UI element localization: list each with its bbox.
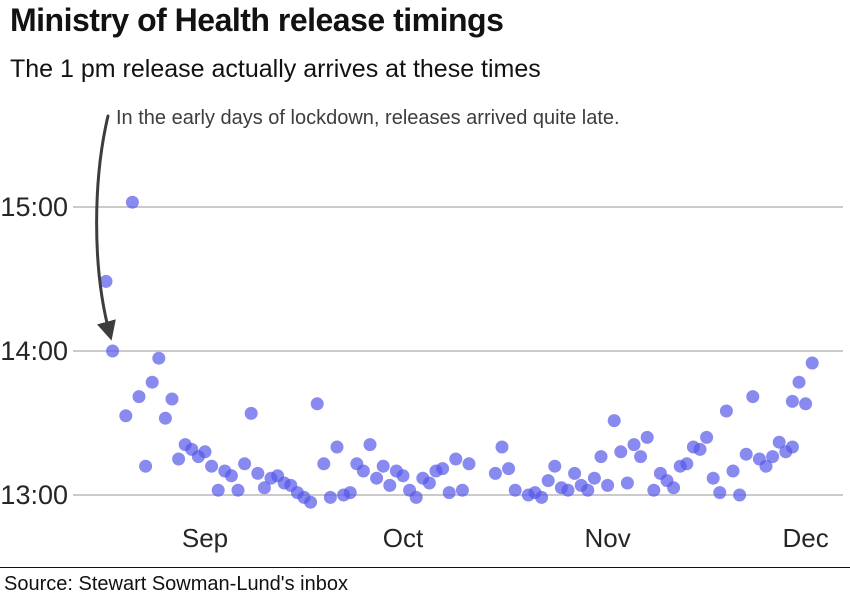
x-tick-label: Nov	[584, 523, 630, 553]
x-tick-label: Sep	[182, 523, 228, 553]
scatter-point	[785, 394, 799, 408]
scatter-point	[409, 490, 423, 504]
scatter-point	[719, 404, 733, 418]
scatter-point	[614, 445, 628, 459]
scatter-point	[640, 430, 654, 444]
annotation-arrow	[95, 114, 116, 341]
scatter-point	[601, 478, 615, 492]
scatter-point	[449, 452, 463, 466]
scatter-point	[172, 452, 186, 466]
scatter-point	[759, 459, 773, 473]
scatter-point	[370, 471, 384, 485]
scatter-point	[766, 450, 780, 464]
y-tick-label: 13:00	[0, 480, 68, 510]
scatter-point	[310, 397, 324, 411]
scatter-point	[488, 466, 502, 480]
scatter-point	[739, 447, 753, 461]
scatter-point	[343, 486, 357, 500]
scatter-point	[535, 490, 549, 504]
source-divider	[0, 567, 850, 568]
scatter-point	[99, 274, 113, 288]
scatter-point	[257, 481, 271, 495]
scatter-point	[713, 486, 727, 500]
scatter-point	[106, 344, 120, 358]
y-axis-tick-labels: 13:00 14:00 15:00	[0, 192, 68, 510]
scatter-point	[205, 459, 219, 473]
scatter-point	[383, 478, 397, 492]
scatter-point	[436, 462, 450, 476]
scatter-point	[561, 483, 575, 497]
scatter-point	[502, 462, 516, 476]
scatter-point	[726, 464, 740, 478]
scatter-point	[251, 466, 265, 480]
scatter-point	[139, 459, 153, 473]
source-text: Source: Stewart Sowman-Lund's inbox	[4, 573, 348, 595]
scatter-point	[132, 390, 146, 404]
scatter-point	[422, 476, 436, 490]
scatter-point	[746, 390, 760, 404]
scatter-point	[620, 476, 634, 490]
x-axis-tick-labels: Sep Oct Nov Dec	[182, 523, 829, 553]
scatter-point	[700, 430, 714, 444]
scatter-point	[541, 474, 555, 488]
scatter-point	[198, 445, 212, 459]
scatter-point	[568, 466, 582, 480]
scatter-point	[706, 471, 720, 485]
scatter-point	[627, 438, 641, 452]
scatter-point	[330, 440, 344, 454]
scatter-point	[119, 409, 133, 423]
scatter-point	[799, 397, 813, 411]
scatter-point	[165, 392, 179, 406]
scatter-point	[548, 459, 562, 473]
scatter-point	[152, 351, 166, 365]
scatter-point	[323, 490, 337, 504]
scatter-point	[680, 457, 694, 471]
scatter-point	[733, 488, 747, 502]
scatter-point	[634, 450, 648, 464]
scatter-point	[211, 483, 225, 497]
scatter-point	[462, 457, 476, 471]
scatter-point	[805, 356, 819, 370]
annotation-text: In the early days of lockdown, releases …	[116, 107, 620, 129]
scatter-point	[647, 483, 661, 497]
scatter-point	[145, 375, 159, 389]
scatter-point	[693, 442, 707, 456]
page-title: Ministry of Health release timings	[10, 2, 504, 38]
scatter-point	[304, 495, 318, 509]
y-tick-label: 15:00	[0, 192, 68, 222]
scatter-points	[99, 195, 819, 509]
scatter-point	[607, 414, 621, 428]
scatter-point	[508, 483, 522, 497]
scatter-point	[224, 469, 238, 483]
x-tick-label: Oct	[383, 523, 424, 553]
scatter-point	[587, 471, 601, 485]
scatter-point	[396, 469, 410, 483]
scatter-point	[792, 375, 806, 389]
scatter-point	[455, 483, 469, 497]
scatter-point	[363, 438, 377, 452]
scatter-point	[581, 483, 595, 497]
scatter-point	[244, 406, 258, 420]
scatter-point	[158, 411, 172, 425]
page-subtitle: The 1 pm release actually arrives at the…	[10, 55, 541, 83]
y-tick-label: 14:00	[0, 336, 68, 366]
scatter-point	[442, 486, 456, 500]
scatter-point	[495, 440, 509, 454]
scatter-point	[231, 483, 245, 497]
scatter-point	[667, 481, 681, 495]
scatter-point	[125, 195, 139, 209]
scatter-point	[785, 440, 799, 454]
x-tick-label: Dec	[782, 523, 828, 553]
scatter-point	[317, 457, 331, 471]
scatter-point	[594, 450, 608, 464]
scatter-point	[376, 459, 390, 473]
scatter-point	[356, 464, 370, 478]
scatter-point	[772, 435, 786, 449]
scatter-point	[238, 457, 252, 471]
